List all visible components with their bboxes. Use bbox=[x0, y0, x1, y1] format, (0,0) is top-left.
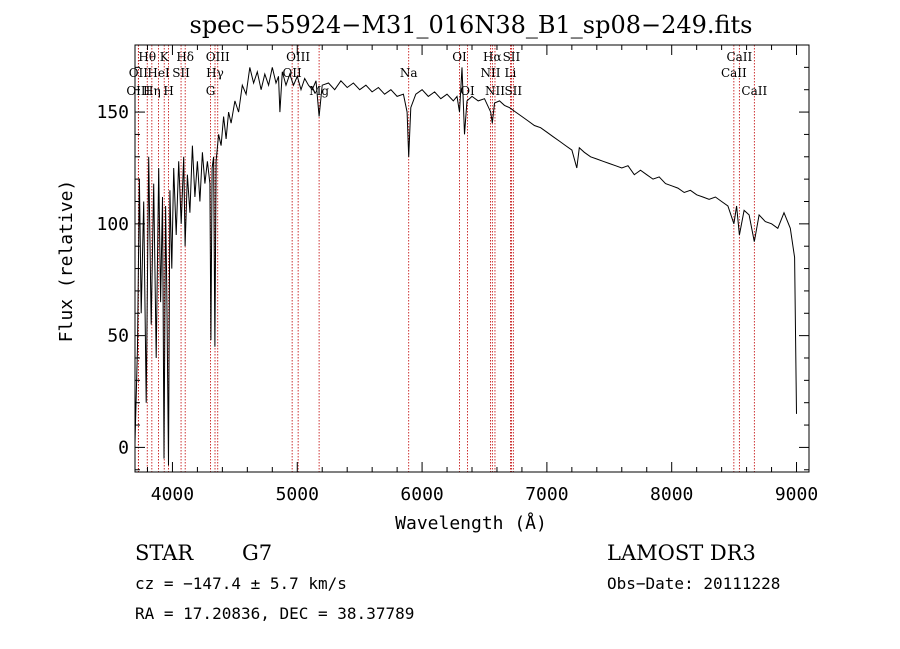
y-axis-label: Flux (relative) bbox=[56, 180, 77, 343]
x-tick-label: 5000 bbox=[276, 484, 319, 505]
spectral-line-label: OIII bbox=[206, 50, 230, 64]
survey-name: LAMOST DR3 bbox=[607, 541, 756, 565]
spectral-line-label: NII bbox=[480, 66, 500, 80]
y-tick-label: 0 bbox=[118, 437, 129, 458]
spectral-line-label: CaII bbox=[721, 66, 747, 80]
spectral-line-label: Hα bbox=[483, 50, 502, 64]
spectral-line-label: Li bbox=[505, 66, 517, 80]
x-axis-ticks: 4000 5000 6000 7000 8000 9000 bbox=[146, 45, 818, 505]
flux-series-line bbox=[134, 67, 797, 466]
spectral-line-labels: Hθ OII OIII K HeI Hη Hδ SII H OIII Hγ G OIII OII Mg Na O… bbox=[126, 50, 767, 98]
spectral-line-label: Mg bbox=[309, 84, 329, 98]
spectral-line-label: H bbox=[163, 84, 173, 98]
spectral-line-label: Na bbox=[400, 66, 418, 80]
spectral-line-label: SII bbox=[504, 84, 522, 98]
spectral-line-label: Hγ bbox=[206, 66, 224, 80]
spectral-line-label: G bbox=[206, 84, 216, 98]
spectral-line-label: HeI bbox=[147, 66, 170, 80]
x-tick-label: 9000 bbox=[775, 484, 818, 505]
x-tick-label: 8000 bbox=[650, 484, 693, 505]
object-subclass: G7 bbox=[242, 541, 272, 565]
spectral-line-label: Hδ bbox=[176, 50, 194, 64]
spectral-line-label: Hθ bbox=[138, 50, 156, 64]
x-tick-label: 6000 bbox=[400, 484, 443, 505]
spectral-line-label: OII bbox=[129, 66, 149, 80]
y-axis-ticks: 0 50 100 150 bbox=[96, 66, 809, 471]
spectral-line-label: OIII bbox=[286, 50, 310, 64]
spectral-line-label: K bbox=[160, 50, 170, 64]
spectral-line-label: CaII bbox=[741, 84, 767, 98]
y-tick-label: 100 bbox=[96, 214, 129, 235]
x-tick-label: 7000 bbox=[525, 484, 568, 505]
observation-date: Obs−Date: 20111228 bbox=[607, 574, 780, 593]
spectral-line-markers bbox=[137, 45, 755, 472]
y-tick-label: 50 bbox=[107, 326, 129, 347]
spectral-line-label: OII bbox=[282, 66, 302, 80]
plot-frame bbox=[134, 44, 810, 473]
coordinates: RA = 17.20836, DEC = 38.37789 bbox=[135, 604, 414, 623]
spectral-line-label: OI bbox=[460, 84, 475, 98]
x-axis-label: Wavelength (Å) bbox=[395, 512, 547, 534]
spectral-line-label: CaII bbox=[726, 50, 752, 64]
chart-title: spec−55924−M31_016N38_B1_sp08−249.fits bbox=[190, 11, 753, 39]
object-class: STAR bbox=[135, 541, 194, 565]
x-tick-label: 4000 bbox=[151, 484, 194, 505]
spectral-line-label: NII bbox=[485, 84, 505, 98]
spectral-line-label: Hη bbox=[143, 84, 161, 98]
spectral-line-label: OIII bbox=[126, 84, 150, 98]
spectral-line-label: SII bbox=[503, 50, 521, 64]
redshift-velocity: cz = −147.4 ± 5.7 km/s bbox=[135, 574, 347, 593]
y-tick-label: 150 bbox=[96, 102, 129, 123]
spectral-line-label: OI bbox=[452, 50, 467, 64]
spectral-line-label: SII bbox=[172, 66, 190, 80]
